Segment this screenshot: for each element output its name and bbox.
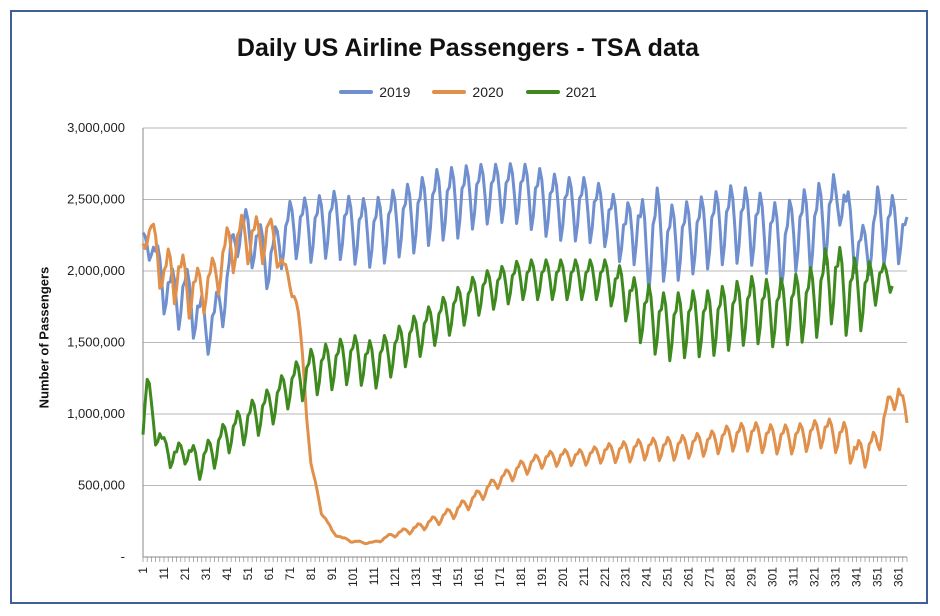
legend-label: 2019	[379, 84, 411, 100]
x-tick-label: 291	[745, 567, 759, 587]
x-tick-label: 31	[199, 567, 213, 581]
y-tick-label: -	[121, 549, 125, 564]
chart-title: Daily US Airline Passengers - TSA data	[236, 34, 700, 62]
x-tick-label: 101	[346, 567, 360, 587]
x-tick-label: 231	[619, 567, 633, 587]
series-line-2020	[141, 213, 909, 546]
legend-label: 2020	[472, 84, 504, 100]
y-tick-label: 2,000,000	[67, 263, 125, 278]
x-tick-label: 361	[892, 567, 906, 587]
x-tick-label: 311	[787, 567, 801, 586]
y-tick-label: 2,500,000	[67, 192, 125, 207]
x-tick-label: 211	[577, 567, 591, 586]
x-tick-label: 241	[640, 567, 654, 587]
x-tick-label: 131	[409, 567, 423, 587]
y-tick-label: 3,000,000	[67, 120, 125, 135]
y-tick-label: 1,000,000	[67, 406, 125, 421]
x-tick-label: 331	[829, 567, 843, 587]
x-tick-label: 151	[451, 567, 465, 587]
legend-label: 2021	[565, 84, 597, 100]
x-tick-label: 351	[871, 567, 885, 587]
x-tick-label: 121	[388, 567, 402, 587]
legend-swatch	[525, 90, 560, 94]
x-tick-label: 261	[682, 567, 696, 587]
x-tick-label: 221	[598, 567, 612, 587]
x-tick-label: 321	[808, 567, 822, 587]
x-tick-label: 141	[430, 567, 444, 587]
legend-item-2019: 2019	[339, 84, 410, 100]
x-tick-label: 181	[514, 567, 528, 587]
legend-swatch	[432, 90, 467, 94]
x-tick-label: 251	[661, 567, 675, 587]
x-tick-label: 71	[283, 567, 297, 581]
legend: 2019 2020 2021	[0, 84, 936, 100]
legend-swatch	[339, 90, 374, 94]
series-line-2021	[141, 245, 894, 481]
x-tick-label: 271	[703, 567, 717, 587]
x-tick-label: 61	[262, 567, 276, 581]
y-tick-label: 500,000	[78, 478, 125, 493]
legend-item-2021: 2021	[525, 84, 597, 100]
series-line-2019	[141, 162, 909, 356]
legend-item-2020: 2020	[432, 84, 504, 100]
x-tick-label: 171	[493, 567, 507, 587]
x-tick-label: 201	[556, 567, 570, 587]
x-tick-label: 91	[325, 567, 339, 581]
x-tick-label: 21	[178, 567, 192, 581]
x-tick-label: 1	[136, 567, 150, 574]
x-tick-label: 51	[241, 567, 255, 581]
x-tick-label: 161	[472, 567, 486, 587]
x-tick-label: 81	[304, 567, 318, 581]
x-tick-label: 111	[367, 567, 381, 586]
x-tick-label: 281	[724, 567, 738, 587]
x-tick-label: 301	[766, 567, 780, 587]
y-tick-label: 1,500,000	[67, 335, 125, 350]
x-tick-label: 341	[850, 567, 864, 587]
x-tick-label: 11	[157, 567, 171, 580]
x-tick-label: 41	[220, 567, 234, 581]
x-tick-label: 191	[535, 567, 549, 587]
